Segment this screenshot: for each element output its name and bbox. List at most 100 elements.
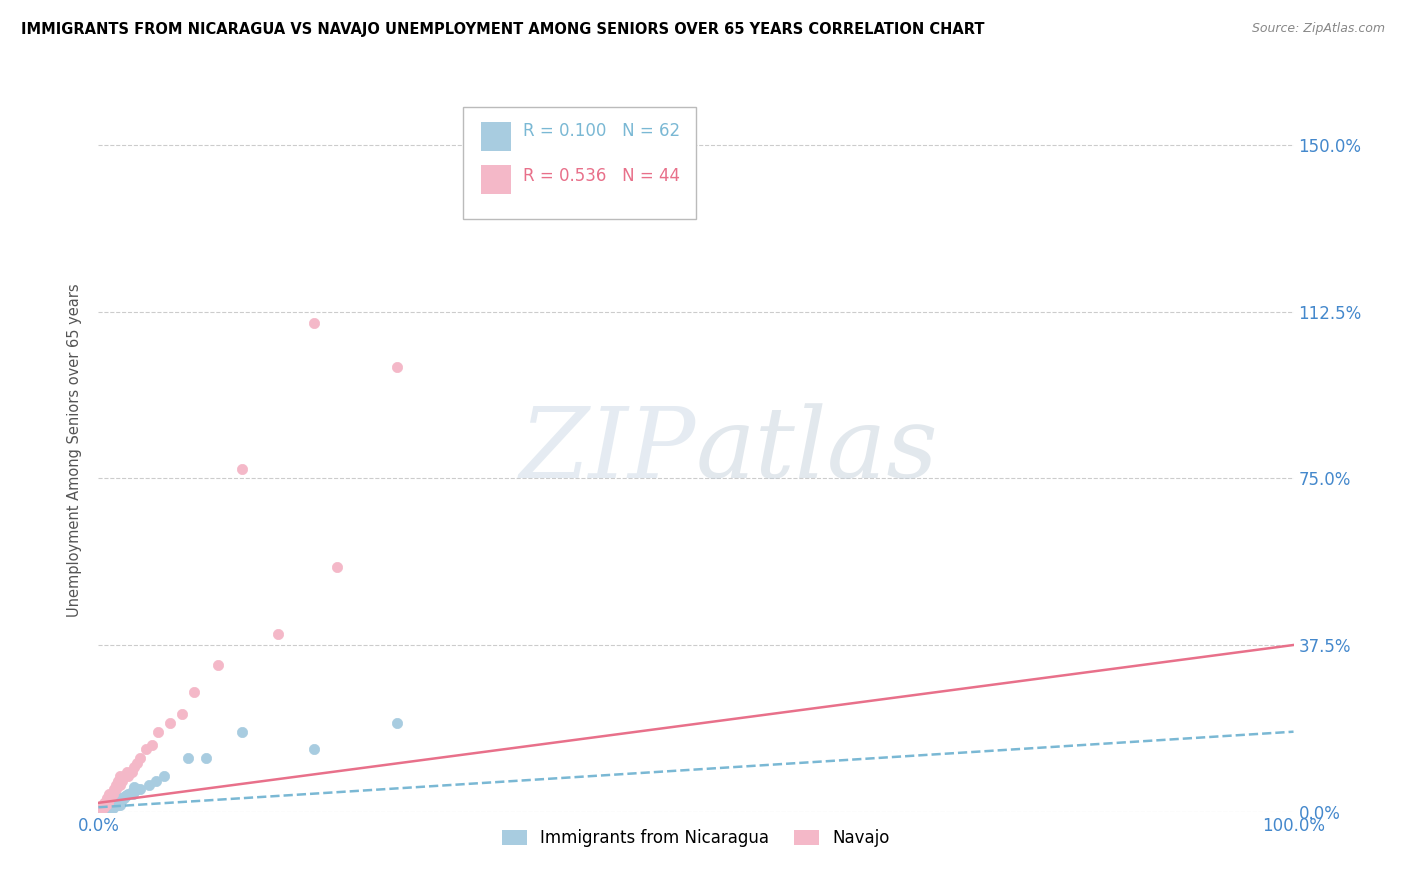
Point bbox=[115, 788, 138, 802]
Point bbox=[108, 769, 131, 783]
Point bbox=[148, 724, 170, 739]
Point bbox=[107, 796, 129, 810]
Point bbox=[110, 794, 132, 808]
Point bbox=[97, 800, 120, 814]
Point bbox=[117, 787, 139, 801]
Point bbox=[91, 800, 114, 814]
Point bbox=[107, 796, 129, 810]
Point bbox=[302, 316, 325, 330]
Point bbox=[98, 797, 121, 811]
Point bbox=[93, 800, 115, 814]
Bar bbox=[481, 165, 510, 194]
Text: ZIP: ZIP bbox=[520, 403, 696, 498]
Point bbox=[98, 798, 122, 813]
Point bbox=[97, 798, 120, 813]
Point bbox=[110, 773, 132, 788]
Point bbox=[93, 799, 115, 814]
Point bbox=[114, 769, 136, 783]
Point bbox=[97, 791, 120, 805]
Point bbox=[172, 706, 194, 721]
Point bbox=[94, 796, 117, 810]
Point bbox=[98, 797, 121, 811]
Point bbox=[103, 782, 125, 797]
Point bbox=[141, 738, 163, 752]
Point bbox=[94, 794, 117, 808]
Point bbox=[96, 801, 118, 815]
Point bbox=[326, 560, 349, 574]
Point bbox=[94, 802, 117, 816]
Point bbox=[207, 658, 229, 673]
Point bbox=[114, 789, 136, 804]
Point bbox=[104, 795, 127, 809]
Point bbox=[96, 791, 118, 805]
Point bbox=[93, 802, 115, 816]
Point bbox=[117, 769, 139, 783]
Point bbox=[302, 742, 325, 756]
Point bbox=[104, 794, 127, 808]
Point bbox=[124, 780, 146, 795]
Point bbox=[98, 789, 121, 804]
Point bbox=[100, 798, 122, 813]
Point bbox=[91, 804, 114, 818]
Bar bbox=[481, 121, 510, 151]
Point bbox=[91, 803, 114, 817]
Point bbox=[98, 787, 121, 801]
Point bbox=[103, 796, 125, 810]
Point bbox=[96, 802, 118, 816]
Point bbox=[105, 782, 128, 797]
Point bbox=[107, 798, 129, 813]
Point bbox=[107, 792, 129, 806]
Point bbox=[115, 764, 138, 779]
Point bbox=[94, 801, 117, 815]
Point bbox=[112, 791, 135, 805]
Point bbox=[138, 778, 160, 792]
Point bbox=[91, 803, 114, 817]
Text: atlas: atlas bbox=[696, 403, 939, 498]
FancyBboxPatch shape bbox=[463, 107, 696, 219]
Point bbox=[385, 360, 409, 375]
Point bbox=[94, 800, 117, 814]
Point bbox=[231, 462, 253, 476]
Point bbox=[100, 800, 122, 814]
Point bbox=[105, 794, 128, 808]
Point bbox=[105, 778, 128, 792]
Point bbox=[91, 798, 114, 813]
Point bbox=[98, 796, 122, 810]
Text: Source: ZipAtlas.com: Source: ZipAtlas.com bbox=[1251, 22, 1385, 36]
Point bbox=[129, 782, 152, 797]
Point bbox=[97, 799, 120, 814]
Y-axis label: Unemployment Among Seniors over 65 years: Unemployment Among Seniors over 65 years bbox=[67, 284, 83, 617]
Point bbox=[93, 802, 115, 816]
Point bbox=[111, 773, 134, 788]
Point bbox=[100, 787, 122, 801]
Point bbox=[91, 803, 114, 817]
Point bbox=[385, 715, 409, 730]
Point bbox=[101, 797, 124, 811]
Point bbox=[101, 801, 124, 815]
Point bbox=[124, 760, 146, 774]
Point bbox=[107, 773, 129, 788]
Point bbox=[122, 787, 145, 801]
Point bbox=[108, 778, 131, 792]
Point bbox=[111, 791, 134, 805]
Point bbox=[125, 782, 148, 797]
Point bbox=[135, 742, 157, 756]
Point bbox=[267, 627, 290, 641]
Point bbox=[100, 796, 122, 810]
Point bbox=[94, 803, 117, 817]
Point bbox=[103, 796, 125, 810]
Point bbox=[108, 798, 131, 813]
Point bbox=[96, 800, 118, 814]
Point bbox=[98, 798, 121, 813]
Point bbox=[121, 764, 143, 779]
Point bbox=[108, 791, 131, 805]
Point bbox=[183, 684, 205, 698]
Point bbox=[129, 751, 152, 765]
Point bbox=[96, 794, 118, 808]
Point bbox=[125, 756, 148, 770]
Point bbox=[97, 796, 120, 810]
Point bbox=[97, 799, 120, 814]
Point bbox=[145, 773, 167, 788]
Point bbox=[153, 769, 176, 783]
Text: R = 0.536   N = 44: R = 0.536 N = 44 bbox=[523, 167, 679, 185]
